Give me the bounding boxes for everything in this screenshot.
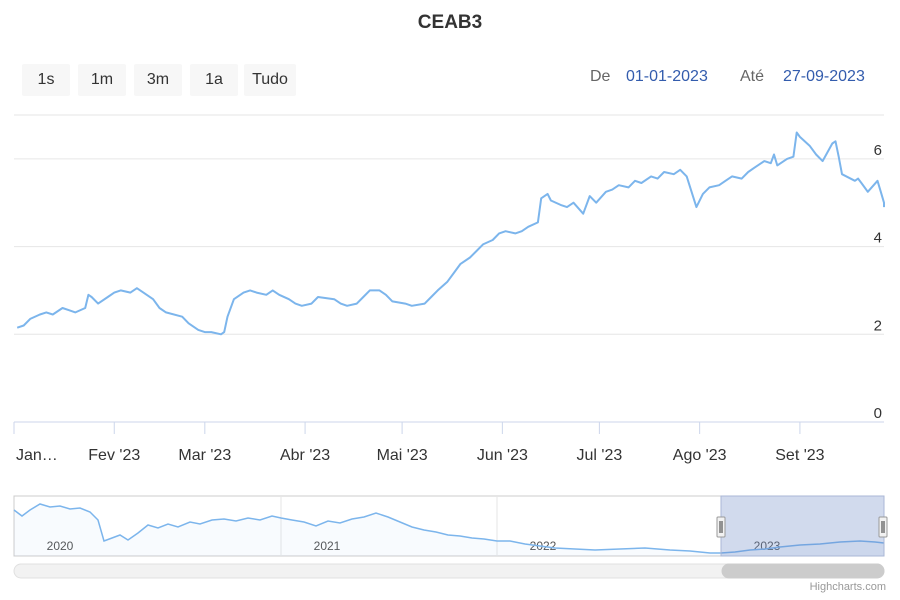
navigator-series-line (13, 503, 885, 554)
x-tick-label: Jan… (16, 447, 58, 464)
price-series-line (16, 131, 885, 336)
x-tick-label: Abr '23 (280, 447, 330, 464)
navigator-handle[interactable] (716, 516, 726, 538)
x-tick-label: Ago '23 (673, 447, 727, 464)
chart-title: CEAB3 (417, 12, 483, 33)
navigator-selection[interactable] (720, 495, 885, 557)
date-to-label: Até (740, 68, 765, 85)
date-to-input[interactable]: 27-09-2023 (783, 68, 865, 85)
navigator-year-label: 2021 (314, 539, 341, 553)
x-tick-label: Mar '23 (178, 447, 231, 464)
range-button-1m[interactable]: 1m (78, 64, 126, 96)
navigator-handle[interactable] (878, 516, 888, 538)
date-from-label: De (590, 68, 611, 85)
y-tick-label: 2 (874, 317, 882, 334)
x-tick-label: Set '23 (775, 447, 824, 464)
range-button-tudo[interactable]: Tudo (244, 64, 296, 96)
date-from-input[interactable]: 01-01-2023 (626, 68, 708, 85)
x-tick-label: Fev '23 (88, 447, 140, 464)
scrollbar-thumb[interactable] (721, 563, 885, 579)
y-tick-label: 6 (874, 142, 882, 159)
range-button-3m[interactable]: 3m (134, 64, 182, 96)
navigator-series-area (14, 504, 884, 556)
x-tick-label: Mai '23 (377, 447, 428, 464)
y-tick-label: 0 (874, 405, 882, 422)
x-tick-label: Jun '23 (477, 447, 528, 464)
range-button-1a[interactable]: 1a (190, 64, 238, 96)
x-tick-label: Jul '23 (577, 447, 623, 464)
credits-link[interactable]: Highcharts.com (809, 581, 886, 593)
navigator-year-label: 2020 (47, 539, 74, 553)
y-tick-label: 4 (874, 230, 882, 247)
navigator-frame (13, 495, 885, 557)
range-button-1s[interactable]: 1s (22, 64, 70, 96)
